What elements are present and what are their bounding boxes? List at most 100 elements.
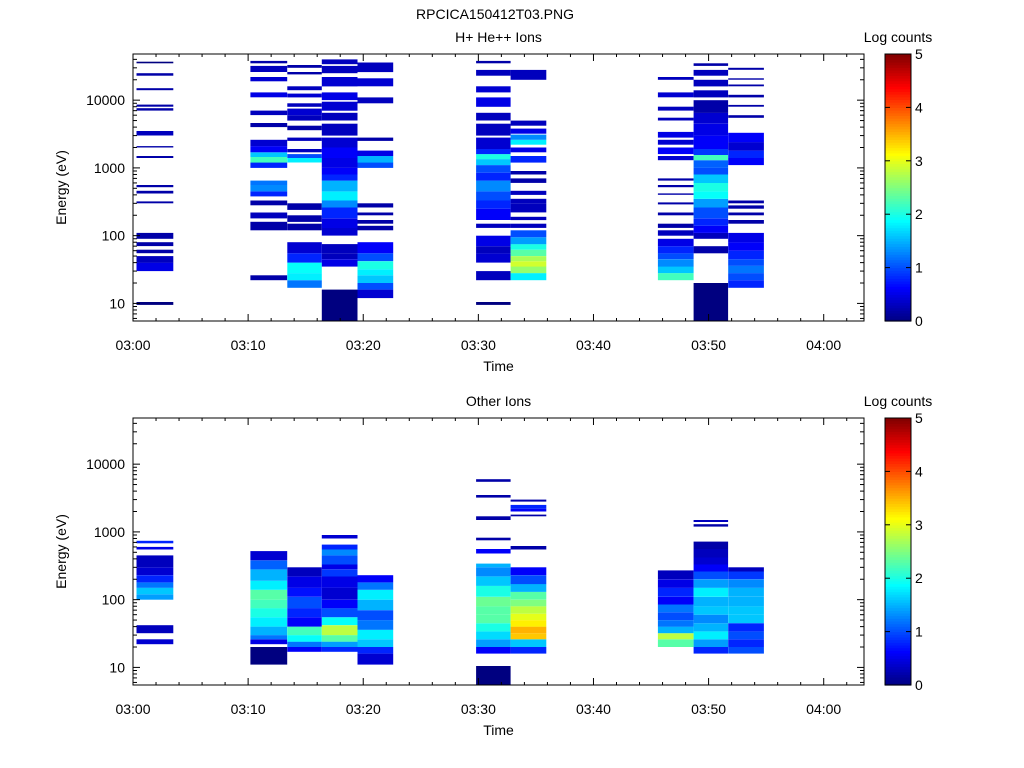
colorbar-swatch	[885, 548, 911, 553]
colorbar-swatch	[885, 484, 911, 489]
heatmap-cell	[136, 575, 174, 583]
heatmap-cell	[287, 203, 322, 210]
colorbar-swatch	[885, 280, 911, 285]
colorbar-swatch	[885, 439, 911, 443]
heatmap-cell	[476, 271, 511, 281]
heatmap-cell	[693, 135, 729, 149]
heatmap-cell	[287, 103, 322, 107]
heatmap-cell	[250, 157, 288, 163]
colorbar-swatch	[885, 540, 911, 545]
colorbar-swatch	[885, 126, 911, 130]
y-tick-label: 10	[109, 659, 125, 675]
heatmap-cell	[693, 191, 729, 199]
colorbar-swatch	[885, 586, 911, 590]
heatmap-cell	[693, 225, 729, 233]
heatmap-cell	[250, 139, 288, 147]
heatmap-cell	[321, 608, 358, 618]
heatmap-cell	[321, 617, 358, 626]
heatmap-cell	[287, 635, 322, 642]
heatmap-cell	[357, 575, 394, 583]
colorbar-swatch	[885, 556, 911, 561]
heatmap-cell	[657, 212, 694, 216]
heatmap-cell	[657, 238, 694, 247]
heatmap-cell	[357, 242, 394, 254]
heatmap-cell	[476, 537, 511, 541]
colorbar-swatch	[885, 674, 911, 678]
heatmap-cell	[321, 77, 358, 87]
heatmap-cell	[476, 647, 511, 654]
colorbar-swatch	[885, 602, 911, 606]
heatmap-cell	[250, 551, 288, 561]
heatmap-cell	[476, 86, 511, 93]
heatmap-cell	[357, 220, 394, 224]
heatmap-cell	[510, 171, 547, 175]
colorbar-swatch	[885, 492, 911, 497]
colorbar-swatch	[885, 312, 911, 317]
heatmap-cell	[510, 584, 547, 592]
colorbar-swatch	[885, 626, 911, 630]
heatmap-cell	[728, 232, 764, 243]
colorbar-swatch	[885, 155, 911, 159]
colorbar-tick-label: 5	[915, 410, 923, 426]
colorbar-swatch	[885, 318, 911, 322]
heatmap-cell	[728, 250, 764, 260]
heatmap-cell	[476, 495, 511, 498]
x-tick-label: 03:30	[461, 701, 496, 717]
colorbar-swatch	[885, 102, 911, 106]
colorbar-frame	[884, 417, 912, 686]
colorbar-swatch	[885, 251, 911, 255]
heatmap-cell	[657, 202, 694, 205]
heatmap-cell	[728, 115, 764, 118]
colorbar-swatch	[885, 498, 911, 502]
heatmap-cell	[728, 571, 764, 580]
heatmap-cell	[728, 242, 764, 251]
colorbar-swatch	[885, 302, 911, 306]
colorbar-swatch	[885, 235, 911, 239]
heatmap-cell	[321, 147, 358, 158]
heatmap-cell	[476, 606, 511, 615]
colorbar-tick-label: 1	[915, 624, 923, 640]
heatmap-cell	[250, 65, 288, 72]
heatmap-cell	[136, 639, 174, 645]
colorbar-swatch	[885, 604, 911, 609]
colorbar-swatch	[885, 123, 911, 127]
heatmap-cell	[657, 596, 694, 605]
heatmap-cell	[357, 275, 394, 283]
colorbar-frame	[884, 53, 912, 322]
heatmap-cell	[510, 626, 547, 634]
colorbar-tick-label: 0	[915, 313, 923, 329]
heatmap-cell	[287, 65, 322, 68]
colorbar-swatch	[885, 192, 911, 197]
heatmap-cell	[476, 639, 511, 647]
colorbar-swatch	[885, 516, 911, 521]
heatmap-cell	[476, 631, 511, 640]
heatmap-cell	[476, 576, 511, 586]
heatmap-cell	[657, 117, 694, 121]
colorbar-swatch	[885, 458, 911, 462]
heatmap-cell	[728, 587, 764, 597]
heatmap-cell	[476, 479, 511, 482]
x-tick-label: 04:00	[806, 701, 841, 717]
y-axis-label: Energy (eV)	[53, 150, 69, 225]
colorbar-swatch	[885, 538, 911, 542]
heatmap-cell	[357, 582, 394, 590]
colorbar-swatch	[885, 490, 911, 494]
colorbar-swatch	[885, 70, 911, 74]
heatmap-cell	[476, 253, 511, 263]
heatmap-cell	[321, 137, 358, 148]
heatmap-cell	[250, 92, 288, 98]
colorbar-swatch	[885, 471, 911, 475]
colorbar-swatch	[885, 238, 911, 242]
colorbar-swatch	[885, 634, 911, 638]
heatmap-cell	[693, 571, 729, 580]
colorbar-swatch	[885, 224, 911, 229]
panel-h-he-ions: 03:00 03:10 03:20 03:30 03:40 03:50 04:0010100…	[53, 29, 932, 374]
colorbar-swatch	[885, 474, 911, 478]
colorbar-swatch	[885, 208, 911, 213]
heatmap-cell	[728, 94, 764, 98]
colorbar-swatch	[885, 596, 911, 601]
heatmap-cell	[693, 232, 729, 239]
heatmap-cell	[250, 617, 288, 627]
heatmap-cell	[693, 647, 729, 654]
